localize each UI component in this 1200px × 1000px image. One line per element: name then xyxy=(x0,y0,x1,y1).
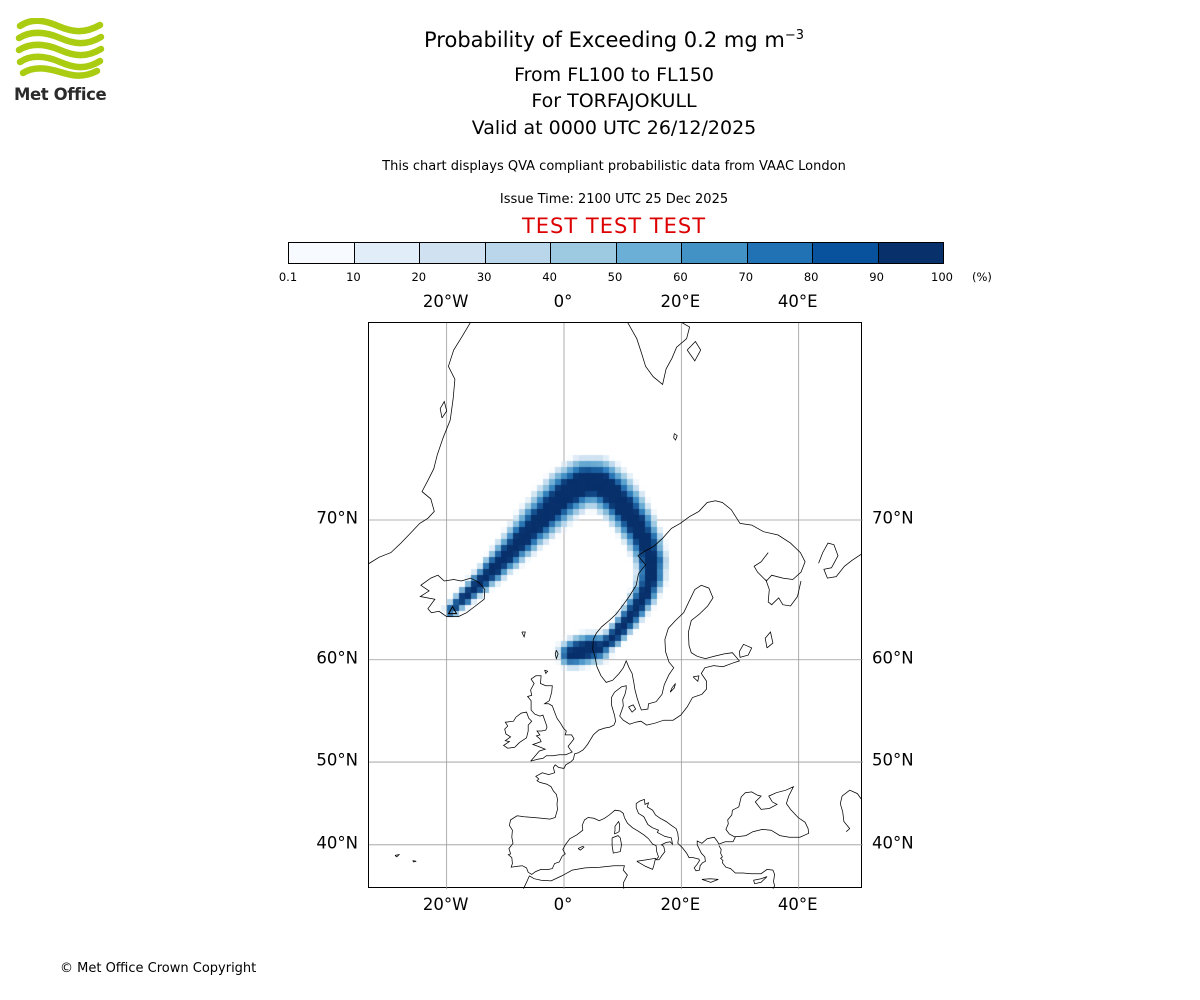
lon-tick-label-bottom: 0° xyxy=(553,895,573,914)
coastline xyxy=(502,711,533,749)
coastline xyxy=(394,853,401,858)
colorbar-segment xyxy=(746,243,812,263)
colorbar-tick-label: 60 xyxy=(673,270,688,284)
coastline xyxy=(686,340,702,362)
copyright-notice: © Met Office Crown Copyright xyxy=(60,961,257,976)
coastline xyxy=(521,631,526,639)
lat-tick-label-left: 60°N xyxy=(316,648,358,668)
coastline xyxy=(739,643,753,658)
coastline xyxy=(764,631,774,649)
colorbar-tick-label: 80 xyxy=(803,270,819,284)
coastline xyxy=(669,683,676,693)
colorbar-segment xyxy=(289,243,354,263)
colorbar-tick-label: 70 xyxy=(738,270,754,284)
colorbar-segment xyxy=(615,243,681,263)
colorbar-segment xyxy=(484,243,550,263)
coastline xyxy=(718,845,776,889)
coastline xyxy=(753,876,768,885)
title-exponent: −3 xyxy=(784,28,804,43)
probability-colorbar xyxy=(288,242,944,264)
lon-tick-label-bottom: 20°E xyxy=(660,895,701,914)
lat-tick-label-right: 40°N xyxy=(872,833,914,853)
coastline xyxy=(419,574,486,617)
colorbar-segment xyxy=(812,243,878,263)
coastline xyxy=(614,820,621,835)
colorbar-labels: (%) 0.1 10 20 30 40 50 60 70 80 90 100 xyxy=(279,270,1008,286)
lon-tick-label-top: 20°W xyxy=(422,292,469,311)
qva-compliance-note: This chart displays QVA compliant probab… xyxy=(382,159,846,174)
coastline xyxy=(628,704,637,713)
lat-tick-label-right: 50°N xyxy=(872,750,914,770)
ash-plume-probability-layer xyxy=(369,323,863,889)
volcano-marker xyxy=(447,605,458,615)
coastline xyxy=(765,579,802,607)
coastline xyxy=(636,857,656,870)
coastline xyxy=(523,865,628,889)
coastline xyxy=(577,845,585,851)
colorbar-tick-label: 50 xyxy=(607,270,623,284)
chart-title: Probability of Exceeding 0.2 mg m−3 xyxy=(424,28,804,52)
lat-tick-label-right: 60°N xyxy=(872,648,914,668)
lon-tick-label-top: 0° xyxy=(553,292,573,311)
colorbar-unit: (%) xyxy=(972,270,992,284)
coastline xyxy=(627,323,691,386)
colorbar-tick-label: 0.1 xyxy=(278,270,298,284)
coastline xyxy=(507,500,810,875)
colorbar-tick-label: 40 xyxy=(542,270,557,284)
lon-tick-label-bottom: 20°W xyxy=(422,895,469,914)
coastline xyxy=(673,433,678,441)
subtitle-flight-levels: From FL100 to FL150 xyxy=(514,64,714,86)
colorbar-tick-label: 90 xyxy=(869,270,884,284)
colorbar-segment xyxy=(681,243,747,263)
lat-tick-label-left: 40°N xyxy=(316,833,358,853)
coastline xyxy=(701,878,719,883)
met-office-logo-waves-icon xyxy=(15,17,105,79)
lon-tick-label-top: 20°E xyxy=(660,292,701,311)
coastline xyxy=(544,669,549,675)
coastline xyxy=(526,675,575,762)
coastline xyxy=(554,650,559,660)
coastline xyxy=(818,542,862,579)
coastline xyxy=(839,789,862,832)
lat-tick-label-left: 50°N xyxy=(316,750,358,770)
colorbar-segment xyxy=(419,243,485,263)
colorbar-segment xyxy=(877,243,943,263)
map-panel xyxy=(368,322,863,889)
met-office-logo: Met Office xyxy=(14,17,114,104)
colorbar-segment xyxy=(353,243,419,263)
coastline xyxy=(692,675,700,683)
lat-tick-label-left: 70°N xyxy=(316,508,358,528)
lon-tick-label-top: 40°E xyxy=(777,292,818,311)
coastline-layer xyxy=(369,323,862,889)
coastline xyxy=(412,860,417,863)
lon-tick-label-bottom: 40°E xyxy=(777,895,818,914)
colorbar-tick-label: 100 xyxy=(931,270,953,284)
colorbar-tick-label: 20 xyxy=(411,270,427,284)
coastline xyxy=(439,400,448,419)
colorbar-segment xyxy=(550,243,616,263)
coastline xyxy=(369,323,471,564)
met-office-logo-text: Met Office xyxy=(14,85,107,104)
test-banner: TEST TEST TEST xyxy=(521,214,707,238)
colorbar-tick-label: 10 xyxy=(346,270,361,284)
coastline xyxy=(751,524,806,582)
lat-tick-label-right: 70°N xyxy=(872,508,914,528)
coastline xyxy=(611,835,622,854)
subtitle-volcano: For TORFAJOKULL xyxy=(531,90,697,112)
subtitle-valid-time: Valid at 0000 UTC 26/12/2025 xyxy=(471,117,757,139)
issue-time: Issue Time: 2100 UTC 25 Dec 2025 xyxy=(499,192,729,207)
colorbar-tick-label: 30 xyxy=(476,270,492,284)
